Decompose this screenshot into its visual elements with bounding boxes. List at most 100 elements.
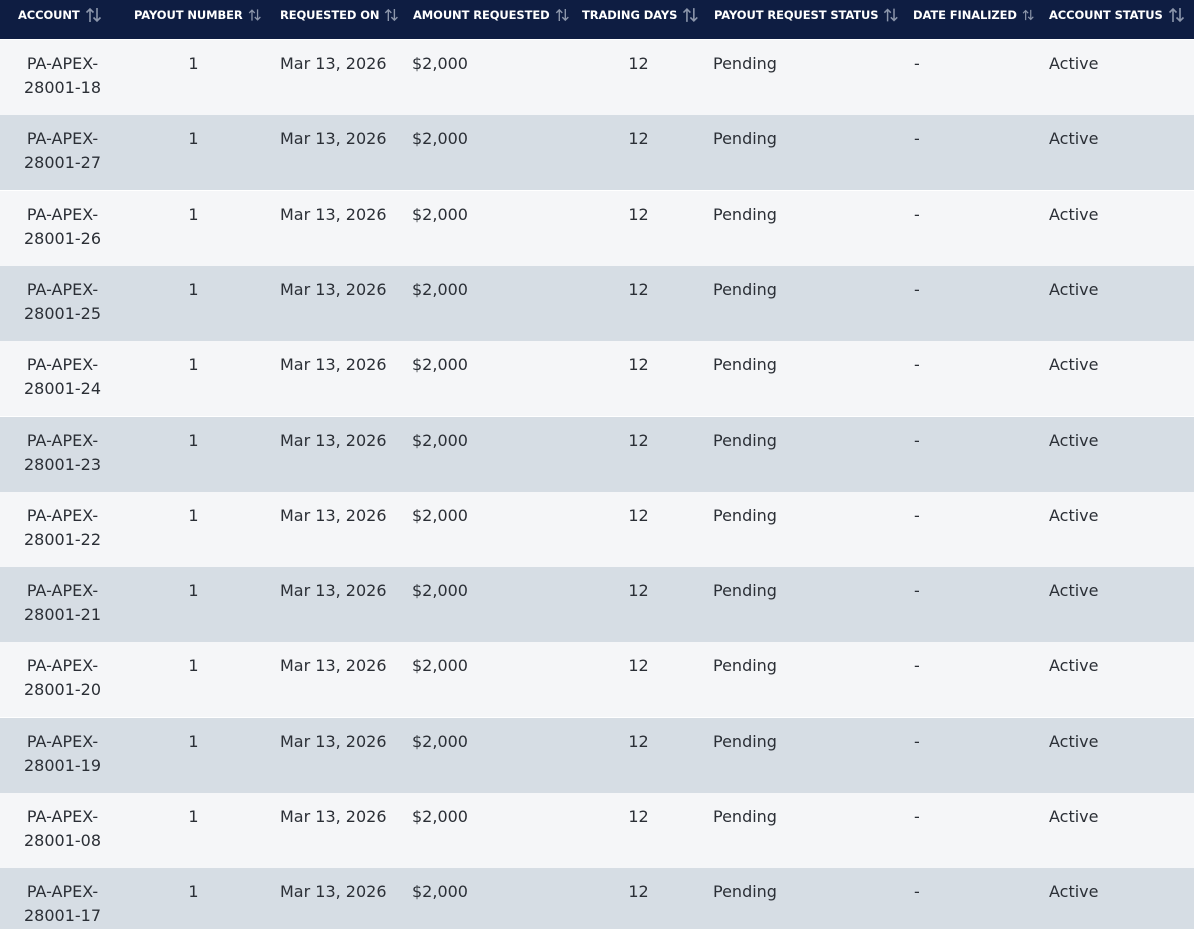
cell-text: Mar 13, 2026 <box>280 882 387 902</box>
table-cell: Mar 13, 2026 <box>262 341 400 416</box>
table-row: PA-APEX-28001-20 1 Mar 13, 2026 $2,000 12 Pen… <box>0 642 1194 718</box>
cell-text: 1 <box>188 731 199 751</box>
cell-text: 1 <box>188 54 199 73</box>
cell-text: 1 <box>188 505 199 525</box>
table-cell: 1 <box>125 567 262 642</box>
column-header[interactable]: DATE FINALIZED <box>900 0 1035 30</box>
column-header-text: ACCOUNT STATUS <box>1049 8 1163 22</box>
table-cell: Mar 13, 2026 <box>262 266 400 341</box>
table-cell: 1 <box>125 266 262 341</box>
cell-text: - <box>914 279 920 299</box>
cell-text: Active <box>1049 731 1099 751</box>
cell-text: - <box>914 882 920 902</box>
cell-text: 1 <box>188 882 199 902</box>
cell-text: Mar 13, 2026 <box>280 129 387 149</box>
cell-text: Mar 13, 2026 <box>280 505 387 525</box>
column-header-text: DATE FINALIZED <box>913 8 1017 22</box>
table-cell: PA-APEX-28001-20 <box>0 642 125 717</box>
table-cell: 1 <box>125 868 262 929</box>
account-id: PA-APEX-28001-20 <box>23 656 102 700</box>
cell-text: Mar 13, 2026 <box>280 807 387 826</box>
cell-text: Mar 13, 2026 <box>280 204 387 224</box>
cell-text: Pending <box>713 204 777 224</box>
column-header-text: AMOUNT REQUESTED <box>413 8 550 22</box>
cell-text: $2,000 <box>412 581 468 601</box>
table-row: PA-APEX-28001-17 1 Mar 13, 2026 $2,000 12 Pen… <box>0 868 1194 929</box>
table-cell: $2,000 <box>400 417 570 492</box>
cell-text: 12 <box>628 581 649 601</box>
table-cell: Pending <box>700 40 900 115</box>
cell-text: 12 <box>628 279 649 299</box>
cell-text: Active <box>1049 882 1099 902</box>
cell-text: 1 <box>188 430 199 450</box>
column-header[interactable]: ACCOUNT STATUS <box>1035 0 1194 30</box>
sort-icon <box>1168 7 1184 23</box>
table-cell: 1 <box>125 793 262 868</box>
cell-text: - <box>914 204 920 224</box>
cell-text: 1 <box>188 807 199 826</box>
table-cell: $2,000 <box>400 191 570 266</box>
table-cell: 1 <box>125 341 262 416</box>
cell-text: Pending <box>713 505 777 525</box>
cell-text: 1 <box>188 204 199 224</box>
table-cell: Mar 13, 2026 <box>262 40 400 115</box>
table-row: PA-APEX-28001-18 1 Mar 13, 2026 $2,000 12 Pen… <box>0 40 1194 115</box>
cell-text: - <box>914 355 920 375</box>
table-cell: Mar 13, 2026 <box>262 793 400 868</box>
column-header[interactable]: REQUESTED ON <box>262 0 400 30</box>
table-cell: 1 <box>125 642 262 717</box>
column-header[interactable]: ACCOUNT <box>0 0 125 30</box>
column-header-text: ACCOUNT <box>18 8 80 22</box>
cell-text: Mar 13, 2026 <box>280 430 387 450</box>
cell-text: Mar 13, 2026 <box>280 279 387 299</box>
cell-text: - <box>914 505 920 525</box>
cell-text: $2,000 <box>412 656 468 676</box>
table-cell: - <box>900 718 1035 793</box>
account-id: PA-APEX-28001-22 <box>23 505 102 549</box>
cell-text: 12 <box>628 807 649 826</box>
cell-text: Mar 13, 2026 <box>280 54 387 73</box>
table-cell: - <box>900 191 1035 266</box>
cell-text: $2,000 <box>412 807 468 826</box>
table-cell: Pending <box>700 718 900 793</box>
table-cell: PA-APEX-28001-19 <box>0 718 125 793</box>
column-header-text: TRADING DAYS <box>582 8 678 22</box>
table-cell: Active <box>1035 492 1194 567</box>
table-cell: Pending <box>700 266 900 341</box>
table-row: PA-APEX-28001-08 1 Mar 13, 2026 $2,000 12 Pen… <box>0 793 1194 868</box>
table-cell: PA-APEX-28001-25 <box>0 266 125 341</box>
cell-text: Pending <box>713 807 777 826</box>
table-cell: $2,000 <box>400 793 570 868</box>
table-cell: Mar 13, 2026 <box>262 492 400 567</box>
sort-icon <box>1022 9 1034 21</box>
column-header[interactable]: PAYOUT REQUEST STATUS <box>700 0 900 30</box>
column-header[interactable]: PAYOUT NUMBER <box>125 0 262 30</box>
column-header[interactable]: TRADING DAYS <box>570 0 700 30</box>
table-cell: $2,000 <box>400 718 570 793</box>
cell-text: $2,000 <box>412 355 468 375</box>
column-header[interactable]: AMOUNT REQUESTED <box>400 0 570 30</box>
table-cell: Mar 13, 2026 <box>262 191 400 266</box>
table-cell: 1 <box>125 492 262 567</box>
table-cell: 12 <box>570 718 700 793</box>
cell-text: Mar 13, 2026 <box>280 731 387 751</box>
cell-text: 12 <box>628 355 649 375</box>
table-cell: Mar 13, 2026 <box>262 642 400 717</box>
table-cell: - <box>900 40 1035 115</box>
table-row: PA-APEX-28001-24 1 Mar 13, 2026 $2,000 12 Pen… <box>0 341 1194 417</box>
cell-text: Active <box>1049 581 1099 601</box>
table-cell: Mar 13, 2026 <box>262 417 400 492</box>
cell-text: $2,000 <box>412 430 468 450</box>
table-cell: Pending <box>700 567 900 642</box>
column-header-text: PAYOUT REQUEST STATUS <box>714 8 879 22</box>
table-cell: - <box>900 642 1035 717</box>
column-header-text: PAYOUT NUMBER <box>134 8 243 22</box>
table-cell: Active <box>1035 40 1194 115</box>
cell-text: Active <box>1049 656 1099 676</box>
cell-text: $2,000 <box>412 204 468 224</box>
table-cell: - <box>900 341 1035 416</box>
table-cell: Pending <box>700 417 900 492</box>
cell-text: Mar 13, 2026 <box>280 355 387 375</box>
table-cell: 12 <box>570 115 700 190</box>
cell-text: $2,000 <box>412 54 468 73</box>
